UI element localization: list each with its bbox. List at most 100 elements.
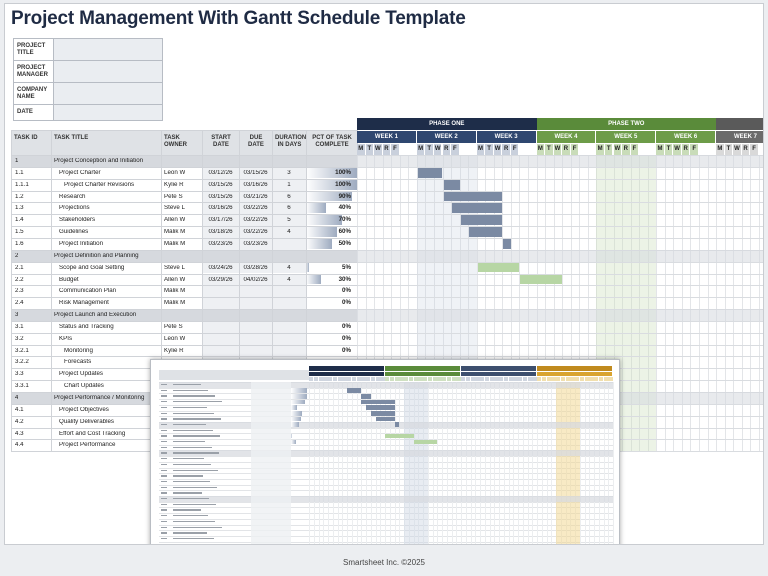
- dates-shade: [202, 344, 306, 357]
- task-owner: Kylie R: [164, 181, 184, 188]
- column-line: [306, 130, 307, 452]
- mini-text-stroke: [161, 406, 167, 409]
- pct-complete: 5%: [342, 263, 351, 271]
- project-manager-input[interactable]: [53, 60, 163, 83]
- task-id: 4.2: [15, 418, 24, 425]
- mini-phase-header: [461, 366, 536, 371]
- day-letter: T: [545, 144, 554, 155]
- day-letter: F: [750, 144, 759, 155]
- mini-text-stroke: [161, 418, 167, 420]
- mini-week-header: [385, 372, 460, 376]
- pct-progress-fill: [306, 274, 322, 285]
- task-owner: Allen W: [164, 217, 186, 224]
- due-date: 03/21/26: [243, 193, 268, 200]
- mini-text-stroke: [161, 423, 167, 426]
- mini-day-line: [451, 382, 453, 544]
- mini-day: [532, 377, 537, 381]
- day-letter: W: [673, 144, 682, 155]
- day-letter: M: [416, 144, 426, 155]
- row-line: [11, 249, 357, 251]
- dates-shade: [202, 166, 306, 179]
- template-preview-thumbnail[interactable]: [150, 359, 620, 544]
- row-line: [11, 237, 357, 239]
- mini-pct-fill: [291, 388, 307, 393]
- mini-day: [598, 377, 604, 381]
- mini-day: [551, 377, 556, 381]
- mini-text-stroke: [173, 532, 207, 534]
- week-header: WEEK 5: [596, 131, 656, 143]
- gantt-row-line: [357, 237, 763, 239]
- day-letter: [408, 144, 417, 155]
- task-id: 4: [15, 395, 19, 401]
- mini-day: [427, 377, 433, 381]
- mini-row-line: [159, 518, 613, 520]
- task-title: Chart Updates: [64, 383, 104, 390]
- phase-header: [716, 118, 763, 130]
- start-date: 03/12/26: [208, 169, 233, 176]
- mini-text-stroke: [161, 469, 167, 471]
- mini-day-line: [465, 382, 467, 544]
- mini-day: [470, 377, 475, 381]
- pct-complete: 70%: [338, 216, 351, 224]
- mini-day: [389, 377, 395, 381]
- info-label: PROJECT MANAGER: [13, 60, 54, 83]
- mini-day: [385, 377, 390, 381]
- day-line: [673, 155, 675, 452]
- mini-day: [513, 377, 518, 381]
- mini-row-line: [159, 490, 613, 492]
- task-title: Project Initiation: [59, 240, 104, 247]
- day-line: [656, 155, 658, 452]
- pct-complete: 50%: [338, 239, 351, 247]
- mini-day-line: [375, 382, 377, 544]
- mini-day-line: [394, 382, 396, 544]
- phase-row[interactable]: [11, 249, 357, 262]
- day-letter: [528, 144, 537, 155]
- task-id: 3.2.1: [15, 347, 29, 354]
- mini-day-line: [413, 382, 415, 544]
- footer-credit: Smartsheet Inc. ©2025: [343, 558, 425, 567]
- week-header: WEEK 1: [357, 131, 416, 143]
- day-line: [382, 155, 384, 452]
- mini-row-line: [159, 427, 613, 429]
- task-title: Forecasts: [64, 359, 92, 366]
- mini-day: [337, 377, 342, 381]
- mini-day: [442, 377, 447, 381]
- mini-day-line: [323, 382, 325, 544]
- company-name-input[interactable]: [53, 82, 163, 105]
- date-input[interactable]: [53, 104, 163, 121]
- due-date: 04/02/26: [243, 276, 268, 283]
- gantt-row-line: [357, 297, 763, 299]
- mini-text-stroke: [173, 469, 218, 471]
- mini-day-line: [361, 382, 363, 544]
- mini-row-line: [159, 467, 613, 469]
- start-date: 03/29/26: [208, 276, 233, 283]
- mini-text-stroke: [173, 526, 222, 528]
- task-title: Projections: [59, 205, 90, 212]
- mini-text-stroke: [161, 458, 167, 460]
- column-line: [161, 130, 162, 452]
- phase-row[interactable]: [11, 155, 357, 167]
- gantt-row-line: [357, 190, 763, 192]
- pct-progress-fill: [306, 215, 342, 226]
- day-line: [510, 155, 512, 452]
- day-line: [639, 155, 641, 452]
- phase-row[interactable]: [11, 309, 357, 321]
- task-id: 3.2.2: [15, 359, 29, 366]
- mini-text-stroke: [161, 537, 167, 540]
- task-owner: Malik M: [164, 300, 186, 307]
- project-title-input[interactable]: [53, 38, 163, 61]
- mini-text-stroke: [161, 486, 167, 488]
- mini-day-line: [456, 382, 458, 544]
- mini-phase-row: [159, 382, 613, 388]
- day-letter: [459, 144, 469, 155]
- gantt-bar: [443, 191, 503, 202]
- mini-text-stroke: [161, 543, 167, 544]
- task-title: Status and Tracking: [59, 323, 114, 330]
- mini-day: [423, 377, 428, 381]
- duration-days: 5: [287, 217, 291, 224]
- gantt-bar: [417, 167, 443, 178]
- mini-day: [499, 377, 504, 381]
- column-header-start: START DATE: [211, 135, 231, 148]
- mini-text-stroke: [161, 492, 167, 494]
- mini-day-line: [347, 382, 348, 544]
